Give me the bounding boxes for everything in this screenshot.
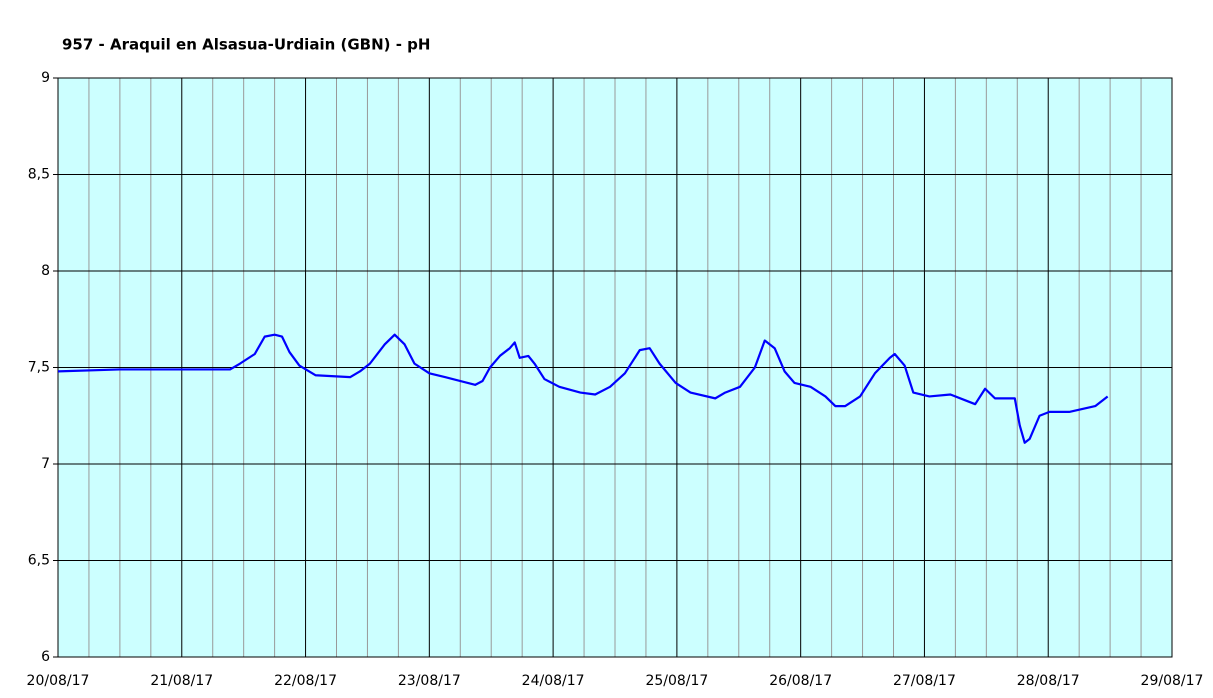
y-tick-label: 9 <box>41 70 50 86</box>
x-tick-label: 25/08/17 <box>645 673 708 689</box>
chart-title: 957 - Araquil en Alsasua-Urdiain (GBN) -… <box>62 36 430 54</box>
x-tick-label: 27/08/17 <box>893 673 956 689</box>
data-line <box>57 333 1109 444</box>
x-tick-label: 28/08/17 <box>1017 673 1080 689</box>
y-tick-label: 8 <box>41 263 50 279</box>
x-tick-label: 20/08/17 <box>27 673 90 689</box>
y-tick-label: 7,5 <box>28 360 50 376</box>
y-tick-label: 7 <box>41 456 50 472</box>
x-tick-label: 29/08/17 <box>1141 673 1204 689</box>
x-tick-label: 22/08/17 <box>274 673 337 689</box>
x-tick-label: 21/08/17 <box>150 673 213 689</box>
y-tick-label: 8,5 <box>28 167 50 183</box>
y-tick-label: 6,5 <box>28 553 50 569</box>
x-tick-label: 23/08/17 <box>398 673 461 689</box>
x-tick-label: 24/08/17 <box>522 673 585 689</box>
y-tick-label: 6 <box>41 649 50 665</box>
x-tick-label: 26/08/17 <box>769 673 832 689</box>
